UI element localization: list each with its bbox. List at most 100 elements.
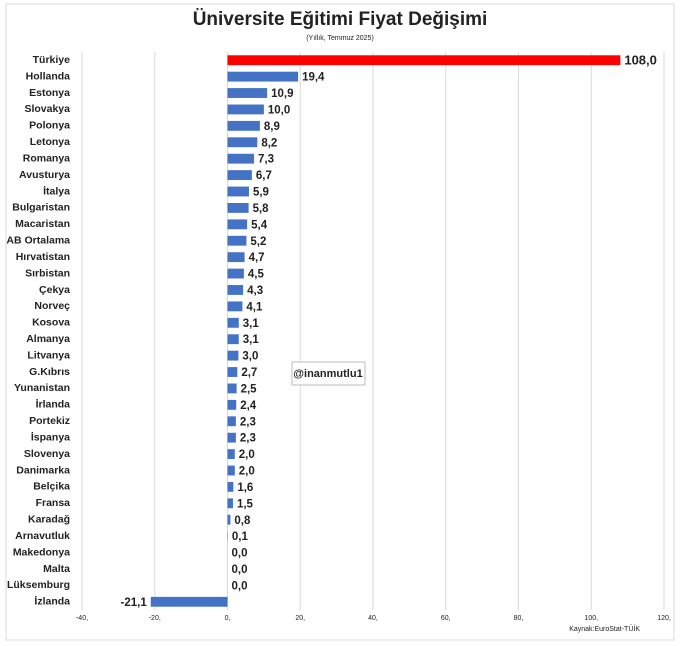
value-label: 2,0 xyxy=(239,449,255,461)
value-label: 5,9 xyxy=(253,187,269,199)
y-tick-label: Macaristan xyxy=(15,218,70,230)
value-label: 8,2 xyxy=(261,137,277,149)
bar xyxy=(227,268,244,279)
bar xyxy=(227,317,239,328)
value-label: 2,5 xyxy=(241,383,258,395)
value-label: 3,0 xyxy=(242,351,258,363)
y-tick-label: Polonya xyxy=(29,120,70,132)
bar xyxy=(227,465,235,476)
value-label: 5,4 xyxy=(251,219,268,231)
y-tick-label: İzlanda xyxy=(34,595,70,608)
value-label: 4,7 xyxy=(249,252,265,264)
y-tick-label: Danimarka xyxy=(16,464,70,476)
y-tick-label: Hırvatistan xyxy=(16,251,70,263)
y-tick-label: Malta xyxy=(43,563,70,575)
x-tick-label: 40, xyxy=(368,615,378,622)
bar xyxy=(227,186,249,197)
value-label: 8,9 xyxy=(264,121,280,133)
bar xyxy=(227,481,234,492)
bar xyxy=(150,596,228,607)
y-tick-label: Litvanya xyxy=(27,349,70,361)
bar xyxy=(227,498,233,509)
y-tick-label: Romanya xyxy=(23,152,70,164)
bar xyxy=(227,399,237,410)
y-tick-label: Makedonya xyxy=(13,546,70,558)
annotation-box xyxy=(291,361,366,386)
bar xyxy=(227,334,239,345)
bar xyxy=(227,153,255,164)
y-tick-label: Bulgaristan xyxy=(12,202,70,214)
y-tick-label: Estonya xyxy=(29,87,70,99)
bar xyxy=(227,285,244,295)
bar xyxy=(227,137,258,148)
bar xyxy=(227,88,268,98)
y-tick-label: AB Ortalama xyxy=(6,235,70,247)
y-tick-label: Kosova xyxy=(32,317,70,329)
y-tick-label: Karadağ xyxy=(28,514,70,526)
value-label: 7,3 xyxy=(258,154,274,166)
y-tick-label: Fransa xyxy=(36,497,71,509)
value-label: 4,1 xyxy=(246,301,263,313)
y-tick-label: Çekya xyxy=(39,284,70,296)
y-tick-label: İspanya xyxy=(31,430,70,443)
bar xyxy=(227,71,299,82)
value-label: 10,0 xyxy=(268,104,290,116)
x-tick-label: -40, xyxy=(76,615,88,622)
x-tick-label: 0, xyxy=(225,615,231,622)
value-label: 2,3 xyxy=(240,416,256,428)
bar xyxy=(227,170,252,181)
y-tick-label: Slovenya xyxy=(24,448,70,460)
x-tick-label: 100, xyxy=(584,615,598,622)
y-tick-label: Letonya xyxy=(30,136,70,148)
y-tick-label: Belçika xyxy=(33,481,70,493)
y-tick-label: Arnavutluk xyxy=(15,530,70,542)
chart-subtitle: (Yıllık, Temmuz 2025) xyxy=(306,35,374,42)
bar xyxy=(227,416,236,427)
bar xyxy=(227,367,238,377)
bar xyxy=(227,219,248,230)
bar xyxy=(227,104,264,115)
x-tick-label: -20, xyxy=(149,615,161,622)
bar xyxy=(227,449,235,460)
value-label: 6,7 xyxy=(256,170,272,182)
x-tick-label: 60, xyxy=(441,615,451,622)
value-label: 2,4 xyxy=(240,400,257,412)
y-tick-label: Sırbistan xyxy=(25,267,70,279)
value-label: 2,0 xyxy=(239,466,255,478)
value-label: 10,9 xyxy=(271,88,293,100)
bar xyxy=(227,301,243,312)
y-tick-label: Slovakya xyxy=(24,103,70,115)
y-tick-label: İrlanda xyxy=(36,398,71,411)
value-label: 0,8 xyxy=(234,515,251,527)
bar xyxy=(227,120,260,131)
y-tick-label: Norveç xyxy=(34,300,70,312)
value-label: 1,6 xyxy=(237,482,253,494)
value-label: 2,7 xyxy=(241,367,257,379)
bar xyxy=(227,350,239,361)
y-tick-label: Hollanda xyxy=(26,70,70,82)
value-label: -21,1 xyxy=(121,597,148,609)
value-label: 108,0 xyxy=(624,53,657,68)
value-label: 0,0 xyxy=(232,564,248,576)
value-label: 0,1 xyxy=(232,531,249,543)
x-tick-label: 20, xyxy=(295,615,305,622)
bar xyxy=(227,252,245,263)
value-label: 19,4 xyxy=(302,72,325,84)
y-tick-label: G.Kıbrıs xyxy=(29,366,70,378)
value-label: 1,5 xyxy=(237,498,254,510)
value-label: 3,1 xyxy=(243,334,260,346)
x-tick-label: 80, xyxy=(514,615,524,622)
annotation: @inanmutlu1 xyxy=(293,368,362,380)
bar xyxy=(227,202,249,213)
y-tick-label: Almanya xyxy=(26,333,70,345)
y-tick-label: Lüksemburg xyxy=(7,579,70,591)
bar xyxy=(227,55,621,66)
source: Kaynak:EuroStat-TÜİK xyxy=(569,624,640,633)
value-label: 2,3 xyxy=(240,433,256,445)
value-label: 5,2 xyxy=(250,236,266,248)
value-label: 4,3 xyxy=(247,285,263,297)
value-label: 0,0 xyxy=(232,548,248,560)
bar xyxy=(227,432,236,443)
chart-frame xyxy=(5,3,675,641)
